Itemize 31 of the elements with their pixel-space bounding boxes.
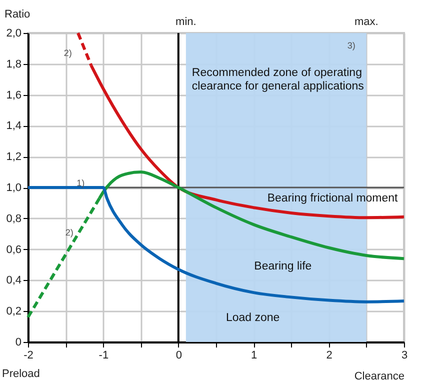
y-tick-label: 1,4 xyxy=(6,120,22,132)
y-axis-title: Ratio xyxy=(4,8,30,20)
annotation: max. xyxy=(354,16,378,28)
y-tick-label: 0,6 xyxy=(6,244,22,256)
line-series xyxy=(26,186,406,304)
y-tick-label: 0,8 xyxy=(6,212,22,225)
x-tick-label: -2 xyxy=(24,350,34,362)
x-tick-label: 2 xyxy=(326,350,332,362)
y-tick-label: 0,2 xyxy=(6,306,22,318)
x-tick-label: -1 xyxy=(98,350,109,362)
x-tick-label: 0 xyxy=(176,350,182,362)
y-tick-label: 2,0 xyxy=(6,28,22,40)
series-label: Load zone xyxy=(226,312,280,324)
y-tick-label: 0,4 xyxy=(6,274,22,287)
y-tick-label: 1,8 xyxy=(6,58,22,70)
y-tick-label: 0 xyxy=(15,336,22,348)
x-tick-label: 1 xyxy=(251,350,258,362)
y-tick-label: 1,6 xyxy=(6,89,22,102)
annotation: 2) xyxy=(65,227,74,238)
text: Preload xyxy=(2,368,40,380)
annotation: 3) xyxy=(347,40,356,50)
x-axis-title: Clearance xyxy=(354,370,404,381)
y-tick-label: 1,2 xyxy=(6,151,22,164)
annotation: 2) xyxy=(64,48,72,58)
band-label: Recommended zone of operating clearance for general applications xyxy=(192,67,364,92)
y-tick-label: 1,0 xyxy=(6,182,22,194)
annotation: 1) xyxy=(76,178,85,188)
series-label: Bearing frictional moment xyxy=(267,192,399,204)
annotation: min. xyxy=(176,16,196,28)
series-label: Bearing life xyxy=(254,260,312,272)
x-tick-label: 3 xyxy=(401,350,408,362)
